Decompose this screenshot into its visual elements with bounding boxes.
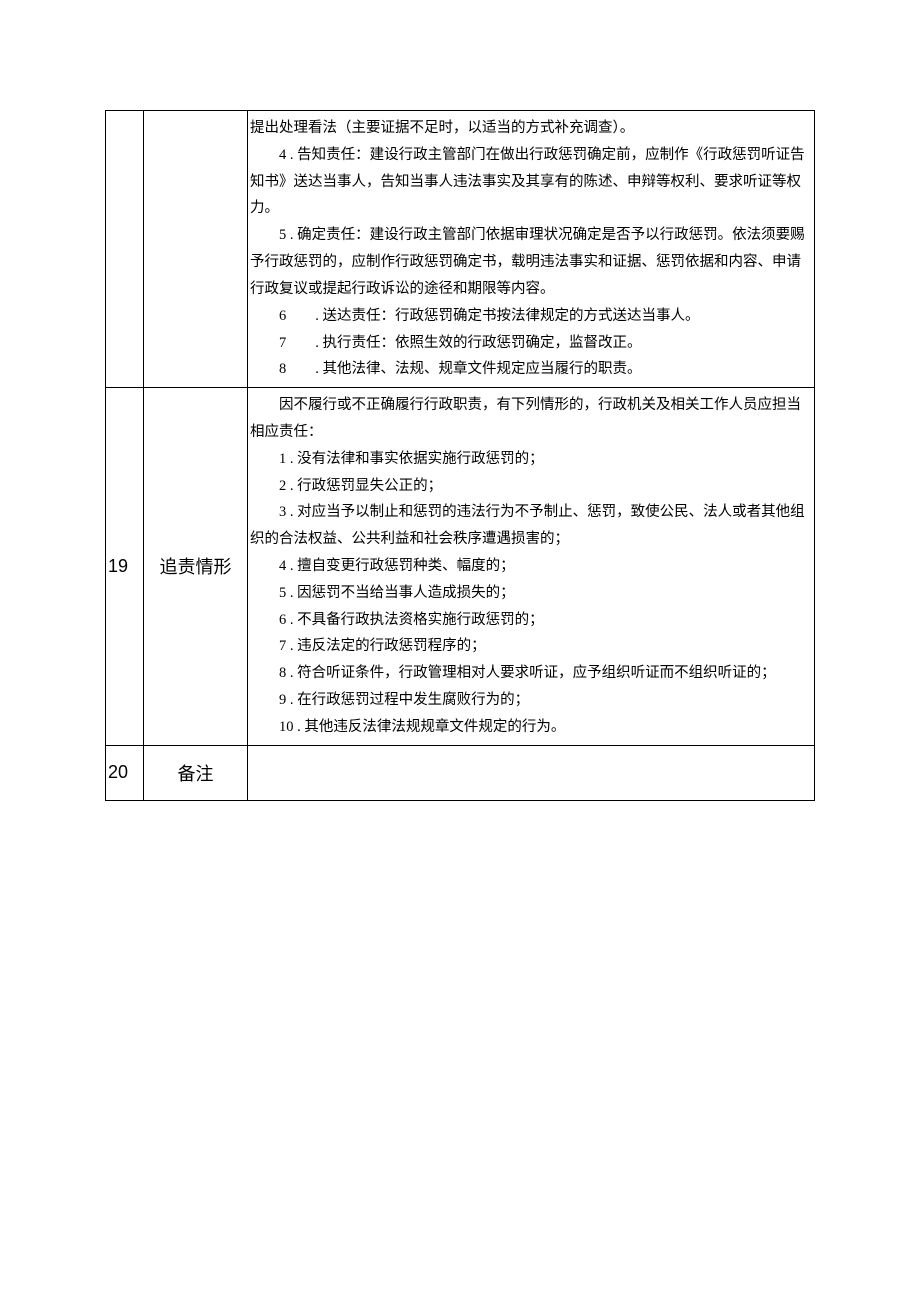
row-number-cell <box>106 111 144 388</box>
paragraph: 7 . 执行责任：依照生效的行政惩罚确定，监督改正。 <box>250 330 812 357</box>
row-content-cell <box>248 745 815 800</box>
row-label-cell: 追责情形 <box>144 388 248 746</box>
row-number-cell: 19 <box>106 388 144 746</box>
paragraph: 3 . 对应当予以制止和惩罚的违法行为不予制止、惩罚，致使公民、法人或者其他组织… <box>250 499 812 553</box>
paragraph: 5 . 因惩罚不当给当事人造成损失的； <box>250 580 812 607</box>
row-label-cell: 备注 <box>144 745 248 800</box>
document-page: 提出处理看法（主要证据不足时，以适当的方式补充调查）。 4 . 告知责任：建设行… <box>0 0 920 1301</box>
paragraph: 10 . 其他违反法律法规规章文件规定的行为。 <box>250 714 812 741</box>
paragraph: 4 . 擅自变更行政惩罚种类、幅度的； <box>250 553 812 580</box>
paragraph: 1 . 没有法律和事实依据实施行政惩罚的； <box>250 446 812 473</box>
paragraph: 2 . 行政惩罚显失公正的； <box>250 473 812 500</box>
paragraph: 提出处理看法（主要证据不足时，以适当的方式补充调查）。 <box>250 115 812 142</box>
paragraph: 因不履行或不正确履行行政职责，有下列情形的，行政机关及相关工作人员应担当相应责任… <box>250 392 812 446</box>
paragraph: 6 . 不具备行政执法资格实施行政惩罚的； <box>250 607 812 634</box>
paragraph: 5 . 确定责任：建设行政主管部门依据审理状况确定是否予以行政惩罚。依法须要赐予… <box>250 222 812 302</box>
main-table: 提出处理看法（主要证据不足时，以适当的方式补充调查）。 4 . 告知责任：建设行… <box>105 110 815 801</box>
paragraph: 8 . 符合听证条件，行政管理相对人要求听证，应予组织听证而不组织听证的； <box>250 660 812 687</box>
paragraph: 4 . 告知责任：建设行政主管部门在做出行政惩罚确定前，应制作《行政惩罚听证告知… <box>250 142 812 222</box>
paragraph: 7 . 违反法定的行政惩罚程序的； <box>250 633 812 660</box>
paragraph: 8 . 其他法律、法规、规章文件规定应当履行的职责。 <box>250 356 812 383</box>
row-number-cell: 20 <box>106 745 144 800</box>
table-row: 提出处理看法（主要证据不足时，以适当的方式补充调查）。 4 . 告知责任：建设行… <box>106 111 815 388</box>
row-content-cell: 因不履行或不正确履行行政职责，有下列情形的，行政机关及相关工作人员应担当相应责任… <box>248 388 815 746</box>
paragraph: 6 . 送达责任：行政惩罚确定书按法律规定的方式送达当事人。 <box>250 303 812 330</box>
row-content-cell: 提出处理看法（主要证据不足时，以适当的方式补充调查）。 4 . 告知责任：建设行… <box>248 111 815 388</box>
table-row: 19 追责情形 因不履行或不正确履行行政职责，有下列情形的，行政机关及相关工作人… <box>106 388 815 746</box>
table-row: 20 备注 <box>106 745 815 800</box>
paragraph: 9 . 在行政惩罚过程中发生腐败行为的； <box>250 687 812 714</box>
row-label-cell <box>144 111 248 388</box>
